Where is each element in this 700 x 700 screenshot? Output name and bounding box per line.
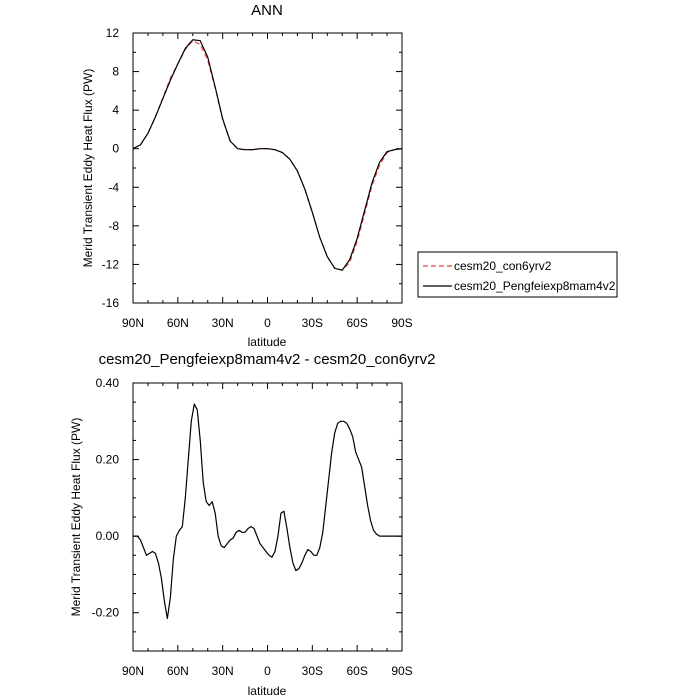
top-x-tick-label: 30N bbox=[212, 316, 234, 330]
top-x-tick-label: 60S bbox=[346, 316, 367, 330]
top-x-tick-label: 30S bbox=[302, 316, 323, 330]
top-y-tick-label: 8 bbox=[112, 65, 119, 79]
bottom-y-tick-label: -0.20 bbox=[92, 606, 120, 620]
top-x-axis-label: latitude bbox=[248, 335, 287, 349]
bottom-x-tick-label: 60S bbox=[346, 664, 367, 678]
top-y-tick-label: -12 bbox=[102, 257, 120, 271]
bottom-chart-title: cesm20_Pengfeiexp8mam4v2 - cesm20_con6yr… bbox=[99, 351, 436, 368]
legend-box bbox=[417, 251, 618, 298]
top-x-tick-label: 90S bbox=[391, 316, 412, 330]
top-y-tick-label: 4 bbox=[112, 103, 119, 117]
top-plot-frame bbox=[132, 32, 403, 304]
bottom-x-tick-label: 90S bbox=[391, 664, 412, 678]
top-series-group bbox=[132, 39, 403, 271]
bottom-ticks: 90N 60N 30N 0 30S 60S 90S 0.40 0.20 0.00 -0.20 bbox=[92, 376, 413, 678]
top-y-tick-label: -4 bbox=[108, 180, 119, 194]
legend: cesm20_con6yrv2 cesm20_Pengfeiexp8mam4v2 bbox=[417, 251, 618, 298]
bottom-y-tick-label: 0.00 bbox=[96, 529, 120, 543]
top-x-tick-label: 0 bbox=[264, 316, 271, 330]
legend-label-con6yrv2: cesm20_con6yrv2 bbox=[454, 259, 552, 273]
top-chart: ANN 90N 60N 30N 0 30S 60S 90S 12 8 4 0 -4 -8 -12 -16 l… bbox=[81, 2, 413, 349]
top-x-tick-label: 60N bbox=[167, 316, 189, 330]
bottom-series-group bbox=[133, 403, 402, 620]
bottom-y-tick-label: 0.20 bbox=[96, 453, 120, 467]
top-series-cesm20_Pengfeiexp8mam4v2 bbox=[132, 39, 403, 271]
bottom-y-tick-label: 0.40 bbox=[96, 376, 120, 390]
bottom-x-tick-label: 30S bbox=[302, 664, 323, 678]
bottom-chart: cesm20_Pengfeiexp8mam4v2 - cesm20_con6yr… bbox=[69, 351, 435, 698]
top-chart-title: ANN bbox=[251, 2, 283, 19]
bottom-x-tick-label: 60N bbox=[167, 664, 189, 678]
bottom-x-axis-label: latitude bbox=[248, 684, 287, 698]
top-x-tick-label: 90N bbox=[122, 316, 144, 330]
bottom-x-tick-label: 30N bbox=[212, 664, 234, 678]
legend-label-pengfei: cesm20_Pengfeiexp8mam4v2 bbox=[454, 279, 616, 293]
top-y-tick-label: 12 bbox=[106, 26, 120, 40]
bottom-y-axis-label: Merid Transient Eddy Heat Flux (PW) bbox=[69, 418, 83, 617]
top-y-tick-label: 0 bbox=[112, 142, 119, 156]
top-ticks: 90N 60N 30N 0 30S 60S 90S 12 8 4 0 -4 -8 -12 -16 bbox=[102, 26, 413, 330]
top-y-tick-label: -8 bbox=[108, 219, 119, 233]
bottom-series-difference bbox=[133, 403, 402, 620]
top-y-axis-label: Merid Transient Eddy Heat Flux (PW) bbox=[81, 69, 95, 268]
bottom-x-tick-label: 90N bbox=[122, 664, 144, 678]
bottom-x-tick-label: 0 bbox=[264, 664, 271, 678]
top-y-tick-label: -16 bbox=[102, 296, 120, 310]
bottom-plot-frame bbox=[132, 382, 403, 652]
